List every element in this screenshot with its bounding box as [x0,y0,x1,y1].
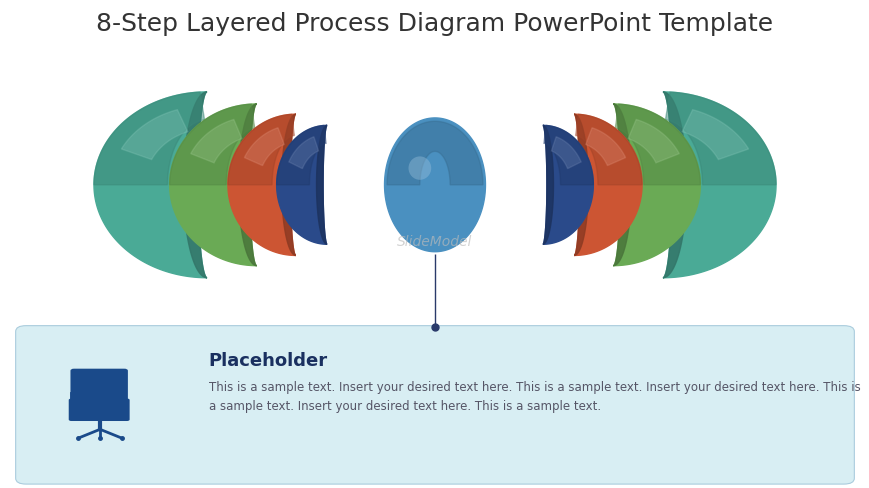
Polygon shape [662,93,775,278]
Polygon shape [384,119,485,252]
Polygon shape [276,126,327,245]
Polygon shape [276,126,326,185]
Polygon shape [627,120,679,163]
Polygon shape [574,115,587,256]
Text: This is a sample text. Insert your desired text here. This is a sample text. Ins: This is a sample text. Insert your desir… [209,381,859,412]
Polygon shape [575,115,641,185]
Polygon shape [122,110,188,160]
FancyBboxPatch shape [69,399,129,421]
Polygon shape [289,138,318,169]
FancyBboxPatch shape [70,369,128,405]
Text: 8-Step Layered Process Diagram PowerPoint Template: 8-Step Layered Process Diagram PowerPoin… [96,12,773,36]
Polygon shape [613,105,700,266]
Polygon shape [94,93,207,278]
Polygon shape [169,105,256,266]
Polygon shape [169,105,255,185]
Polygon shape [543,126,593,185]
FancyBboxPatch shape [16,326,853,484]
Polygon shape [387,122,482,185]
Polygon shape [183,93,207,278]
Polygon shape [681,110,747,160]
Polygon shape [662,93,686,278]
Polygon shape [574,115,641,256]
Polygon shape [542,126,593,245]
Polygon shape [228,115,294,185]
Polygon shape [551,138,580,169]
Polygon shape [585,128,625,166]
Polygon shape [190,120,242,163]
Polygon shape [614,105,700,185]
Polygon shape [244,128,284,166]
Polygon shape [665,93,775,185]
Text: Placeholder: Placeholder [209,351,328,369]
Polygon shape [316,126,327,245]
Polygon shape [94,93,204,185]
Polygon shape [228,115,295,256]
Polygon shape [282,115,295,256]
Ellipse shape [408,157,431,181]
Polygon shape [613,105,631,266]
Text: SlideModel: SlideModel [397,235,472,248]
Polygon shape [238,105,256,266]
Polygon shape [542,126,553,245]
